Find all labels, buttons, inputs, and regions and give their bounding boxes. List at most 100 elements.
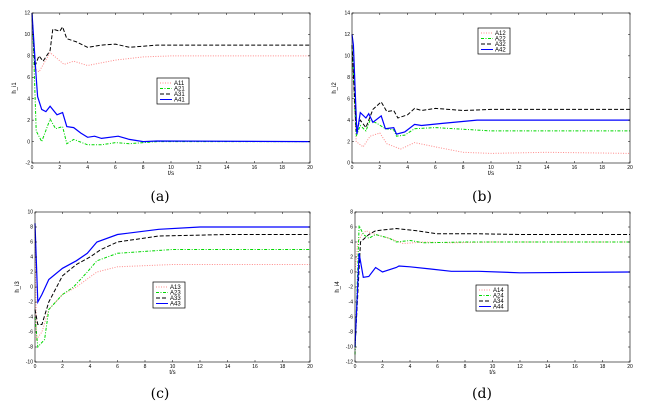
subplot-caption: (c) [151,386,170,402]
y-tick-label: 4 [350,240,353,246]
y-tick-label: 6 [347,96,350,102]
x-tick-label: 12 [196,165,202,171]
x-tick-label: 18 [279,165,285,171]
legend-label-A43: A43 [170,302,181,308]
x-tick-label: 14 [225,364,231,370]
x-axis-label: t/s [168,171,174,177]
series-line-A34 [354,227,630,348]
y-tick-label: 10 [344,54,350,60]
y-tick-label: 14 [344,11,350,17]
x-tick-label: 14 [545,364,551,370]
x-tick-label: 2 [58,165,61,171]
y-tick-label: 0 [347,161,350,167]
y-tick-label: 10 [27,210,33,216]
series-line-A44 [354,253,631,348]
y-tick-label: 2 [30,270,33,276]
legend-label-A21: A21 [174,87,185,93]
y-tick-label: 0 [350,270,353,276]
y-tick-label: 6 [30,240,33,246]
legend-label-A31: A31 [174,92,185,98]
x-tick-label: 16 [572,165,578,171]
x-tick-label: 6 [434,165,437,171]
x-tick-label: 2 [61,364,64,370]
x-tick-label: 8 [142,165,145,171]
y-tick-label: 8 [350,210,353,216]
x-tick-label: 4 [409,364,412,370]
x-tick-label: 6 [436,364,439,370]
y-tick-label: -10 [346,345,353,351]
x-tick-label: 10 [168,165,174,171]
x-tick-label: 10 [488,165,494,171]
x-axis-label: t/s [489,370,495,376]
series-line-A31 [31,12,310,67]
y-tick-label: 2 [27,118,30,124]
y-tick-label: -4 [29,315,34,321]
x-axis-label: t/s [488,171,494,177]
x-tick-label: 10 [490,364,496,370]
legend-label-A23: A23 [170,291,181,297]
x-axis-label: t/s [169,370,175,376]
x-tick-label: 18 [600,364,606,370]
legend-label-A44: A44 [493,305,504,311]
y-tick-label: -2 [349,285,354,291]
x-tick-label: 12 [197,364,203,370]
x-tick-label: 8 [144,364,147,370]
series-line-A21 [31,12,310,146]
x-tick-label: 12 [516,165,522,171]
y-tick-label: 2 [347,139,350,145]
series-line-A11 [31,51,310,73]
y-axis-label: h_i4 [335,281,341,293]
x-tick-label: 14 [224,165,230,171]
series-line-A12 [351,55,631,154]
y-tick-label: 6 [350,225,353,231]
x-tick-label: 8 [464,364,467,370]
y-tick-label: 4 [27,96,30,102]
y-tick-label: -8 [349,330,354,336]
y-tick-label: -8 [29,345,34,351]
subplot-b: 0 2 4 6 8 10 12 14 16 18 20 0 2 4 6 8 10 12 14 t/s h_i2 A12A2… [332,11,633,205]
subplot-caption: (d) [472,386,492,402]
x-tick-label: 20 [307,165,313,171]
x-tick-label: 20 [627,165,633,171]
y-tick-label: 12 [24,11,30,17]
series-line-A14 [354,230,630,273]
legend-label-A11: A11 [174,81,185,87]
series-line-A42 [351,34,630,135]
y-tick-label: 4 [347,118,350,124]
y-tick-label: -6 [29,330,34,336]
x-tick-label: 4 [86,165,89,171]
legend-label-A33: A33 [170,296,181,302]
x-tick-label: 8 [462,165,465,171]
y-tick-label: -2 [29,300,34,306]
y-tick-label: -2 [26,161,31,167]
series-line-A32 [351,45,630,132]
y-tick-label: 6 [27,75,30,81]
y-tick-label: -6 [349,315,354,321]
legend-label-A14: A14 [493,288,504,294]
legend-label-A22: A22 [495,37,506,43]
legend-label-A42: A42 [495,48,506,54]
y-axis-label: h_i3 [15,281,21,293]
x-tick-label: 0 [351,165,354,171]
x-tick-label: 18 [599,165,605,171]
y-tick-label: 8 [30,225,33,231]
series-line-A41 [31,12,311,143]
y-tick-label: -12 [346,360,353,366]
series-line-A23 [34,249,310,349]
x-tick-label: 16 [252,165,258,171]
y-tick-label: 2 [350,255,353,261]
x-tick-label: 2 [381,364,384,370]
y-tick-label: 8 [347,75,350,81]
y-tick-label: -4 [349,300,354,306]
x-tick-label: 20 [307,364,313,370]
y-tick-label: -10 [26,360,33,366]
subplot-d: 0 2 4 6 8 10 12 14 16 18 20 -12 -10 -8 -6 -4 -2 0 2 4 6 8 t/s h… [335,210,633,402]
x-tick-label: 18 [280,364,286,370]
legend-box [156,77,190,105]
series-line-A24 [354,225,630,355]
x-tick-label: 12 [517,364,523,370]
x-tick-label: 2 [378,165,381,171]
legend-label-A34: A34 [493,299,504,305]
